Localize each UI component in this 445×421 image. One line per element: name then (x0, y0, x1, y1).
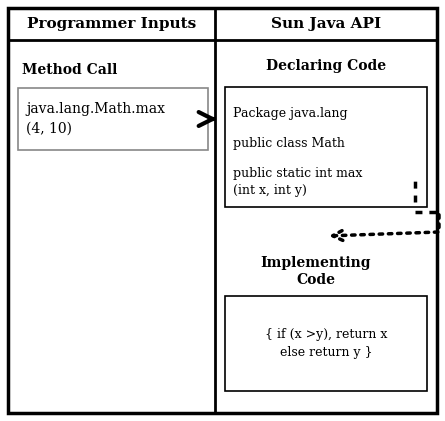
Bar (225, 296, 427, 391)
Text: Implementing
Code: Implementing Code (261, 256, 371, 287)
Text: { if (x >y), return x
else return y }: { if (x >y), return x else return y } (265, 328, 387, 359)
Text: public static int max
(int x, int y): public static int max (int x, int y) (233, 167, 362, 197)
Text: Sun Java API: Sun Java API (271, 17, 381, 31)
Text: Package java.lang: Package java.lang (233, 107, 348, 120)
Text: Programmer Inputs: Programmer Inputs (27, 17, 196, 31)
Text: Method Call: Method Call (22, 63, 117, 77)
Text: Declaring Code: Declaring Code (266, 59, 386, 73)
Text: public class Math: public class Math (233, 137, 345, 150)
Text: java.lang.Math.max
(4, 10): java.lang.Math.max (4, 10) (26, 102, 165, 136)
Bar (225, 87, 427, 207)
Bar (18, 88, 208, 150)
